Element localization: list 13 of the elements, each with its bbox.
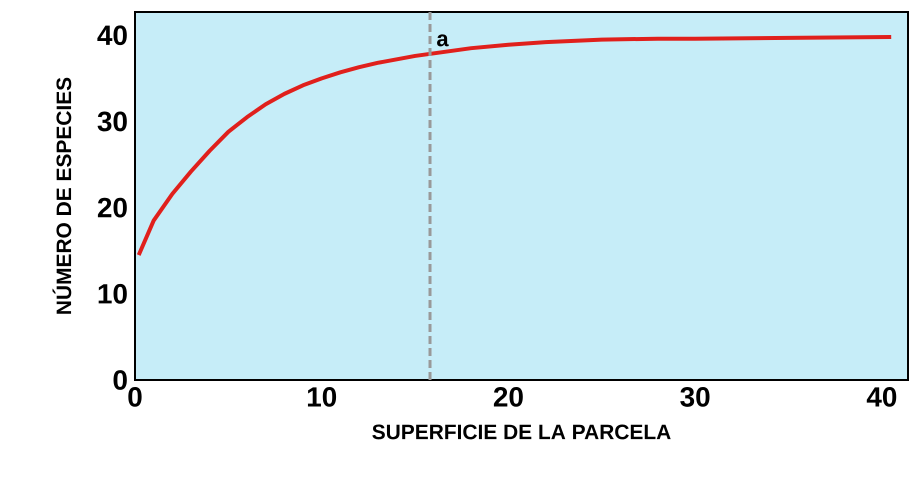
y-axis-title: NÚMERO DE ESPECIES xyxy=(52,78,72,314)
y-tick-label: 10 xyxy=(98,284,127,304)
x-tick-label: 20 xyxy=(494,387,523,407)
x-tick-label: 10 xyxy=(308,387,336,407)
x-tick-label: 40 xyxy=(866,387,896,407)
y-tick-label: 30 xyxy=(98,112,127,132)
ref-line-label: a xyxy=(437,34,449,46)
y-tick-label: 0 xyxy=(114,370,127,390)
x-tick-label: 30 xyxy=(680,387,710,407)
y-tick-label: 40 xyxy=(97,25,127,46)
y-tick-label: 20 xyxy=(98,198,127,218)
x-tick-label: 0 xyxy=(128,387,142,407)
x-axis-title: SUPERFICIE DE LA PARCELA xyxy=(372,424,671,440)
